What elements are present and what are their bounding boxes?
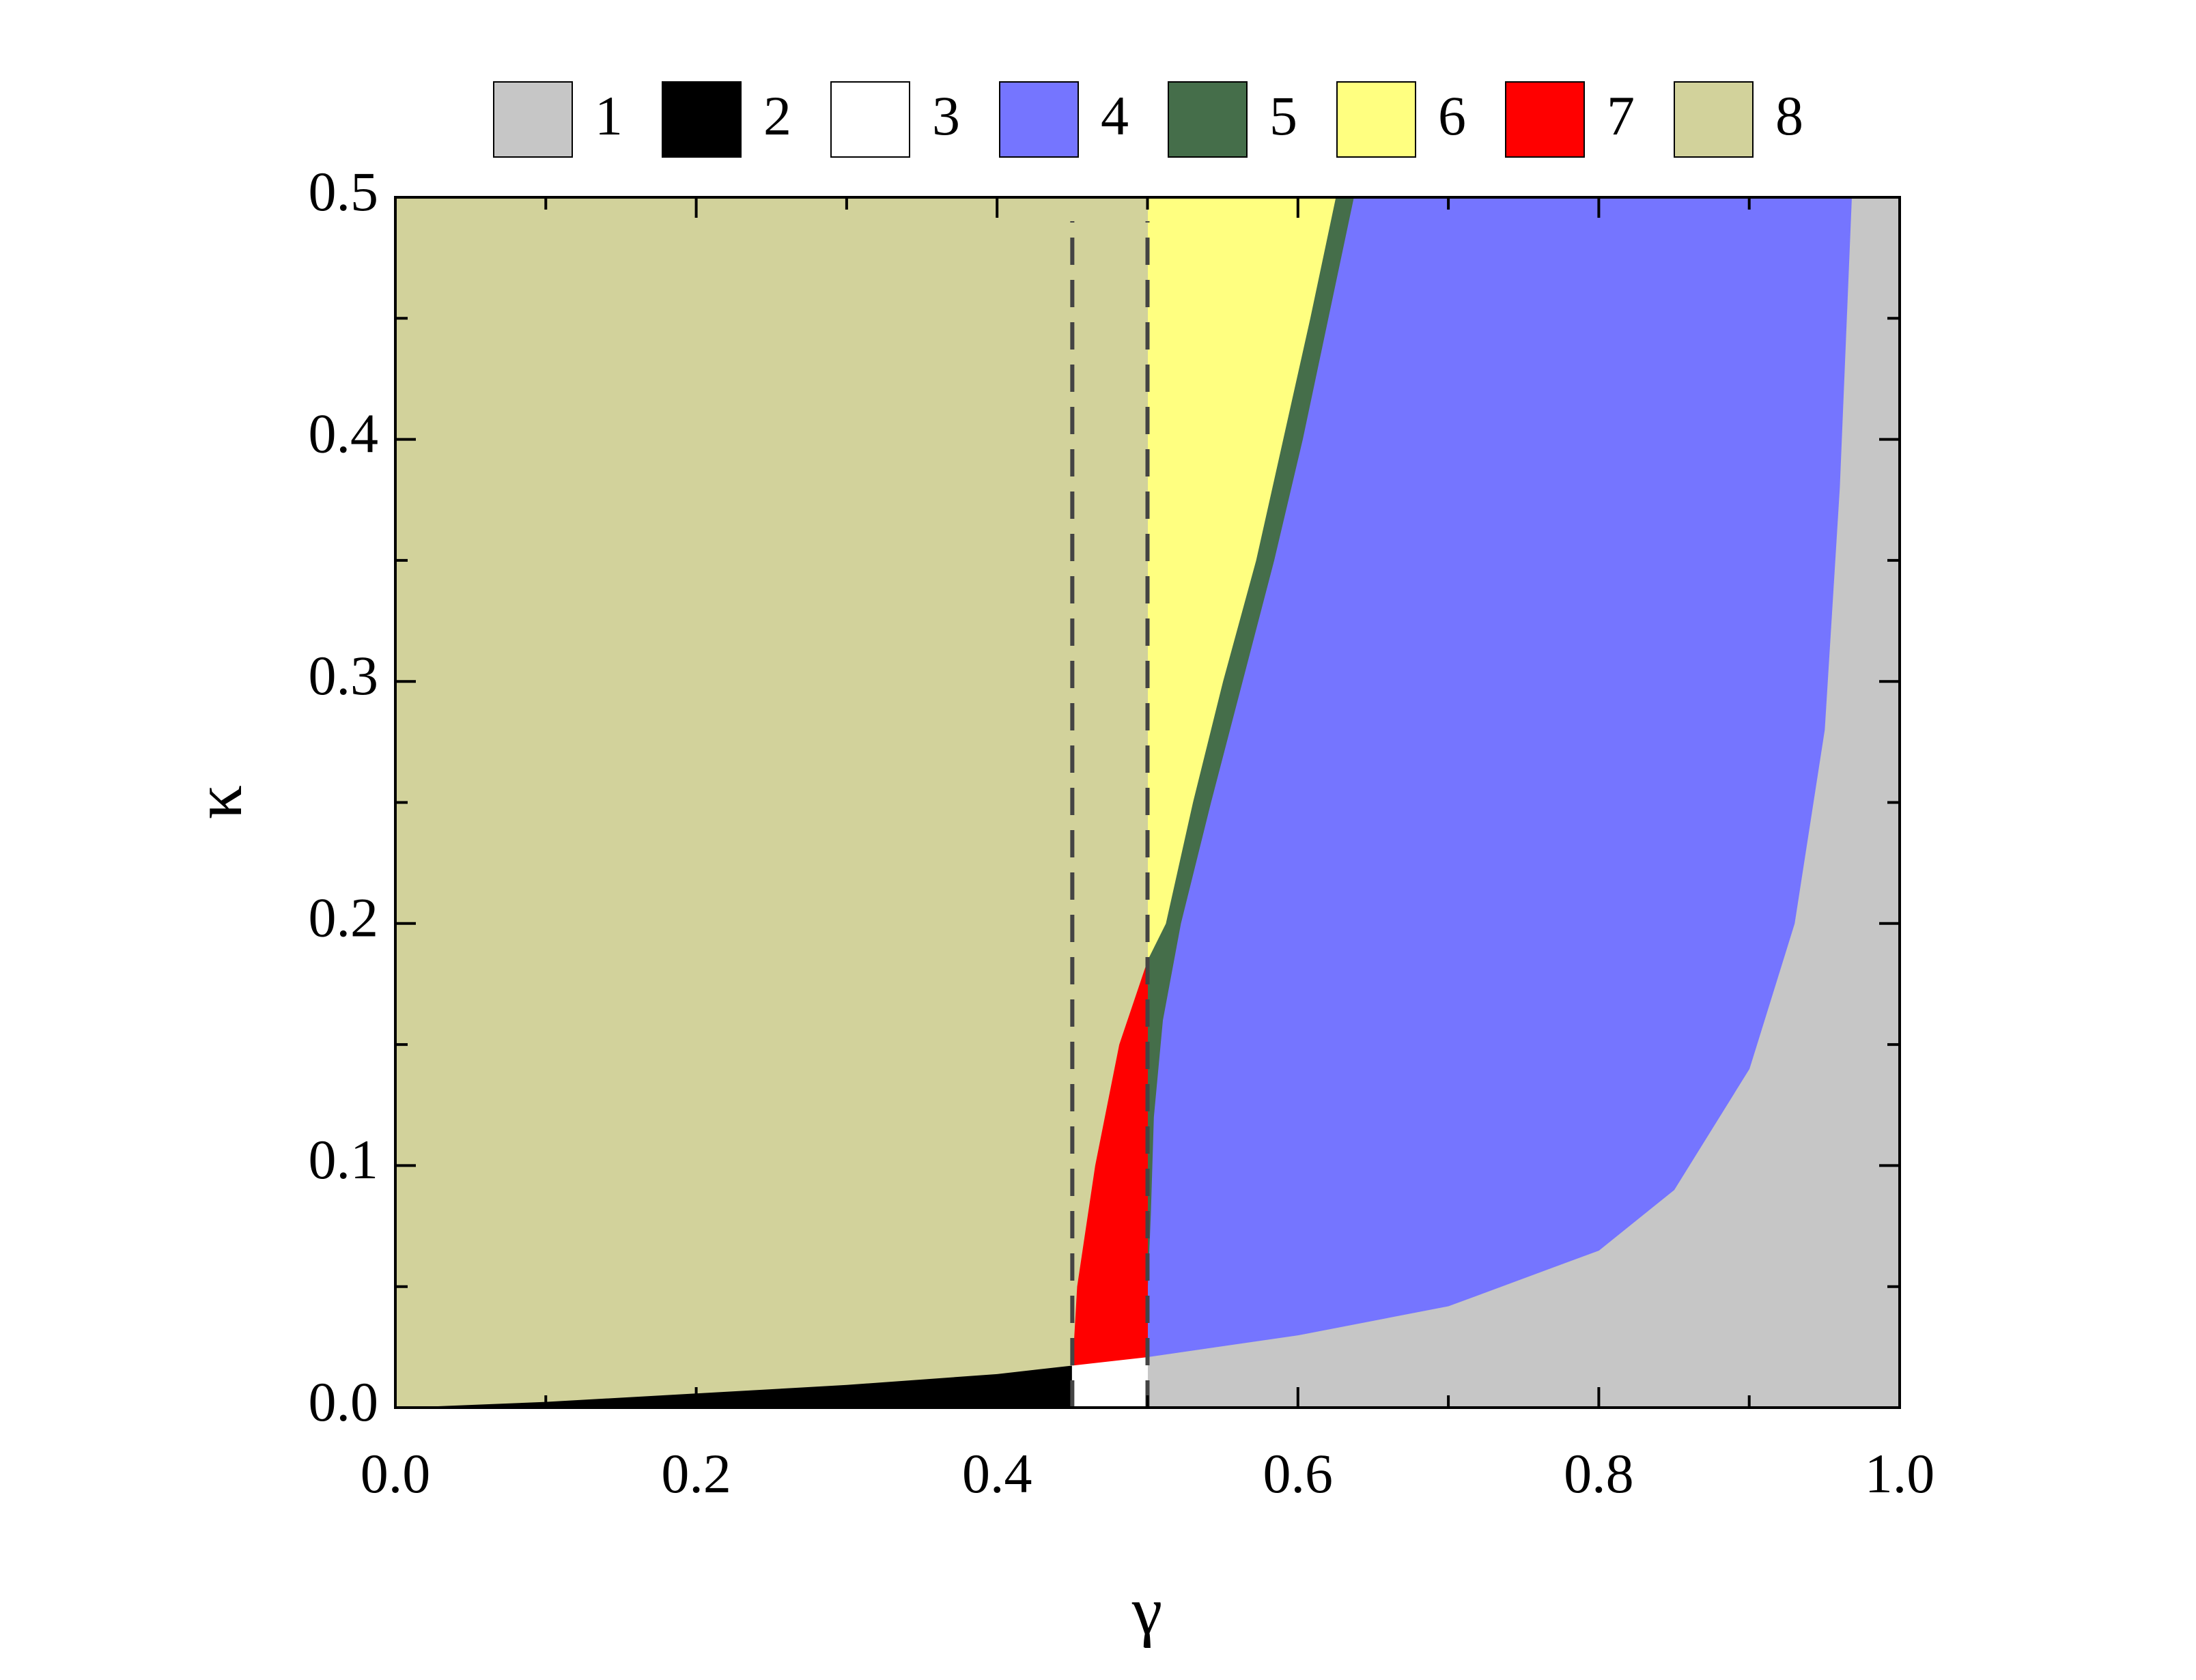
y-tick-label: 0.4: [309, 402, 379, 464]
legend-label: 4: [1101, 85, 1129, 147]
y-axis-label: κ: [180, 785, 256, 819]
x-tick-label: 1.0: [1865, 1442, 1935, 1505]
x-tick-label: 0.4: [962, 1442, 1032, 1505]
legend-swatch: [662, 81, 742, 158]
y-tick-label: 0.5: [309, 160, 379, 223]
x-tick-label: 0.2: [661, 1442, 731, 1505]
legend-swatch: [1168, 81, 1248, 158]
x-tick-label: 0.6: [1263, 1442, 1334, 1505]
region: [1071, 1356, 1148, 1408]
legend-swatch: [1674, 81, 1754, 158]
y-tick-label: 0.0: [309, 1371, 379, 1433]
legend-label: 5: [1269, 85, 1297, 147]
legend-swatch: [1336, 81, 1416, 158]
y-tick-label: 0.3: [309, 644, 379, 707]
legend-label: 8: [1775, 85, 1803, 147]
legend-swatch: [999, 81, 1079, 158]
legend-label: 6: [1438, 85, 1466, 147]
legend-label: 2: [763, 85, 791, 147]
legend-swatch: [830, 81, 910, 158]
legend-swatch: [493, 81, 573, 158]
y-tick-label: 0.2: [309, 887, 379, 949]
legend-label: 7: [1607, 85, 1635, 147]
region: [395, 197, 1148, 1408]
x-tick-label: 0.0: [361, 1442, 431, 1505]
legend-label: 1: [595, 85, 623, 147]
x-axis-label: γ: [1131, 1573, 1162, 1649]
x-tick-label: 0.8: [1564, 1442, 1634, 1505]
legend-swatch: [1505, 81, 1585, 158]
legend-label: 3: [932, 85, 960, 147]
y-tick-label: 0.1: [309, 1128, 379, 1191]
